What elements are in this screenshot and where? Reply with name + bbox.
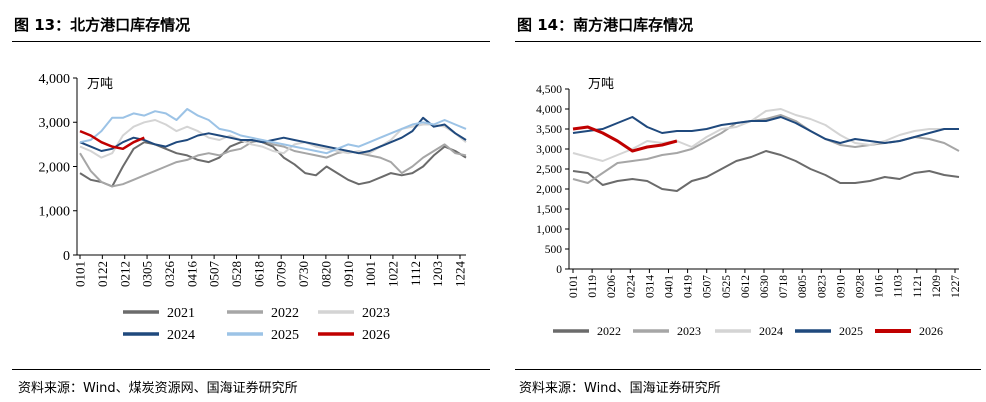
legend-label-2026: 2026 — [919, 324, 943, 338]
x-tick-label: 1224 — [453, 261, 468, 288]
unit-label: 万吨 — [588, 77, 614, 92]
unit-label: 万吨 — [87, 77, 113, 92]
x-tick-label: 0119 — [587, 275, 599, 298]
x-tick-label: 1209 — [931, 275, 943, 298]
x-tick-label: 0525 — [721, 275, 733, 298]
north-port-inventory-chart: 0 1,000 2,000 3,000 4,000 万吨 0101 0122 0212 0305 0… — [39, 72, 468, 343]
x-tick-label: 1103 — [893, 275, 905, 298]
y-tick-label: 0 — [63, 249, 70, 264]
series-line-2026 — [79, 129, 145, 151]
legend-label-2025: 2025 — [839, 324, 863, 338]
y-tick-label: 3,000 — [536, 144, 562, 156]
y-tick-label: 2,000 — [39, 160, 71, 175]
y-tick-label: 1,000 — [536, 224, 562, 236]
x-tick-label: 0416 — [184, 261, 199, 288]
x-tick-label: 0910 — [341, 261, 356, 287]
x-tick-label: 1022 — [385, 261, 400, 287]
bottom-rule — [515, 369, 981, 370]
series-line-2021 — [79, 139, 467, 188]
x-tick-label: 0507 — [702, 275, 714, 298]
y-tick-label: 1,500 — [536, 204, 562, 216]
y-tick-label: 500 — [545, 244, 563, 256]
top-rule — [12, 41, 490, 42]
top-rule — [515, 41, 981, 42]
series-line-2025 — [79, 108, 467, 155]
left-panel: 图 13：北方港口库存情况 0 1,000 2,000 3,000 4,000 万吨 010… — [12, 16, 490, 396]
x-tick-label: 0305 — [140, 261, 155, 287]
figure-title: 图 13：北方港口库存情况 — [14, 16, 191, 34]
legend-label-2025: 2025 — [271, 328, 299, 343]
x-tick-label: 0528 — [229, 261, 244, 287]
x-tick-label: 0709 — [274, 261, 289, 287]
x-tick-label: 0618 — [251, 261, 266, 287]
x-tick-label: 0314 — [644, 275, 656, 298]
series-line-2022 — [79, 139, 467, 188]
right-panel: 图 14：南方港口库存情况 0 500 1,000 1,500 2,000 2,500 3,… — [493, 0, 986, 402]
y-tick-label: 2,500 — [536, 164, 562, 176]
legend-label-2022: 2022 — [597, 324, 621, 338]
south-port-inventory-chart: 0 500 1,000 1,500 2,000 2,500 3,000 3,500 4,000 4… — [536, 77, 962, 338]
x-tick-label: 0419 — [683, 275, 695, 298]
x-tick-label: 0401 — [664, 275, 676, 298]
x-tick-label: 0326 — [162, 261, 177, 288]
x-tick-label: 0212 — [117, 261, 132, 287]
x-tick-label: 1203 — [430, 261, 445, 287]
x-tick-label: 0823 — [816, 275, 828, 298]
series-line-2026 — [572, 125, 678, 153]
legend-label-2021: 2021 — [167, 306, 195, 321]
figure-title: 图 14：南方港口库存情况 — [517, 16, 694, 34]
x-tick-label: 0718 — [778, 275, 790, 298]
source-note: 资料来源：Wind、国海证券研究所 — [519, 381, 721, 396]
x-tick-label: 1112 — [408, 261, 423, 286]
series-line-2025 — [572, 116, 959, 144]
x-tick-label: 1227 — [950, 275, 962, 298]
bottom-rule — [12, 369, 490, 370]
legend-label-2023: 2023 — [362, 306, 390, 321]
x-tick-label: 0928 — [855, 275, 867, 298]
x-tick-label: 0122 — [95, 261, 110, 287]
x-tick-label: 0224 — [625, 275, 637, 298]
legend-label-2024: 2024 — [759, 324, 783, 338]
source-note: 资料来源：Wind、煤炭资源网、国海证券研究所 — [18, 381, 298, 396]
legend-label-2022: 2022 — [271, 306, 299, 321]
series-line-2024 — [79, 116, 467, 155]
legend-label-2023: 2023 — [677, 324, 701, 338]
x-tick-label: 0101 — [73, 261, 88, 287]
y-tick-label: 4,500 — [536, 84, 562, 96]
y-tick-label: 4,000 — [39, 72, 71, 87]
legend-label-2024: 2024 — [167, 328, 195, 343]
x-tick-label: 1016 — [874, 275, 886, 298]
x-tick-label: 0730 — [296, 261, 311, 287]
x-tick-label: 0910 — [835, 275, 847, 298]
x-tick-label: 0612 — [740, 275, 752, 298]
x-tick-label: 0820 — [318, 261, 333, 287]
y-tick-label: 4,000 — [536, 104, 562, 116]
legend-label-2026: 2026 — [362, 328, 390, 343]
x-tick-label: 0507 — [207, 261, 222, 288]
y-tick-label: 3,500 — [536, 124, 562, 136]
x-tick-label: 0101 — [568, 275, 580, 298]
x-tick-label: 0805 — [797, 275, 809, 298]
x-tick-label: 0630 — [759, 275, 771, 298]
y-tick-label: 1,000 — [39, 205, 71, 220]
series-line-2024 — [572, 108, 959, 162]
x-tick-label: 0206 — [606, 275, 618, 298]
y-tick-label: 0 — [556, 264, 562, 276]
series-line-2022 — [572, 150, 960, 192]
y-tick-label: 2,000 — [536, 184, 562, 196]
y-tick-label: 3,000 — [39, 116, 71, 131]
x-tick-label: 1001 — [363, 261, 378, 287]
x-tick-label: 1121 — [912, 275, 924, 298]
